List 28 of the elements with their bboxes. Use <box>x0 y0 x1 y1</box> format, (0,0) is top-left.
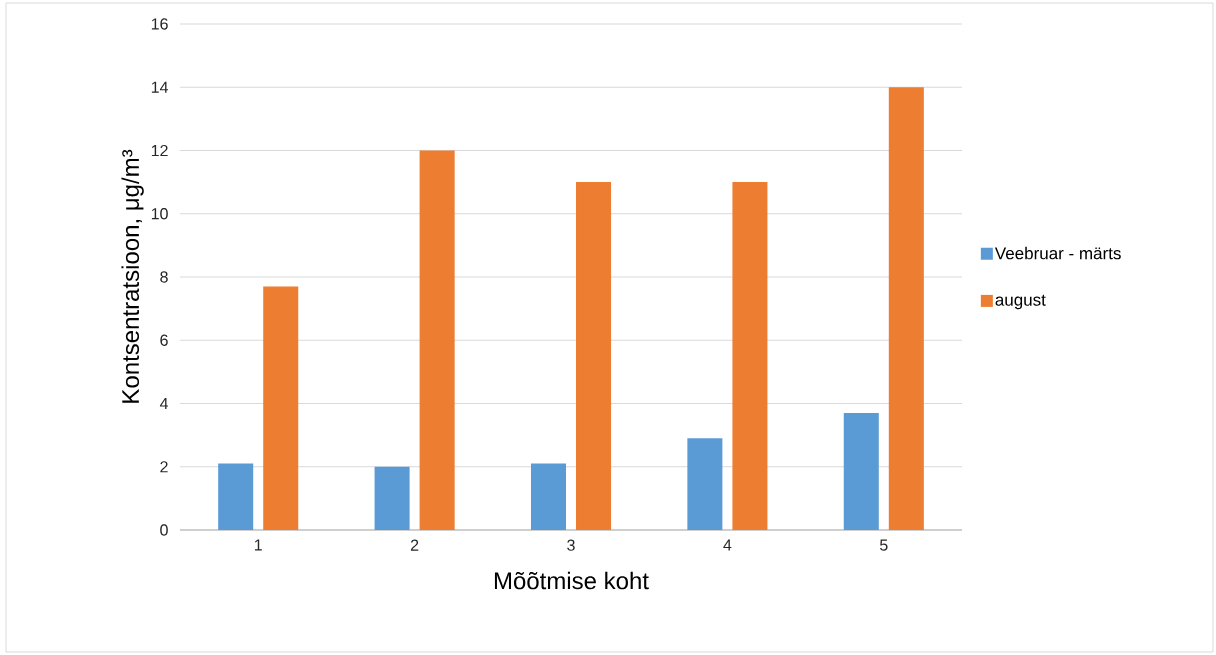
bar <box>843 412 879 530</box>
bar <box>218 463 254 530</box>
bar <box>732 182 768 530</box>
y-tick-label: 12 <box>151 144 168 157</box>
bar <box>576 182 612 530</box>
y-tick-label: 2 <box>160 461 168 473</box>
y-tick-label: 10 <box>151 208 168 220</box>
bar <box>687 438 723 530</box>
y-tick-label: 16 <box>151 18 168 30</box>
bar <box>263 286 299 530</box>
x-axis-title: Mõõtmise koht <box>494 571 649 590</box>
bar <box>374 466 410 530</box>
x-tick-label: 3 <box>567 539 575 551</box>
y-tick-label: 4 <box>159 397 168 409</box>
bar <box>530 463 566 530</box>
legend-label: august <box>995 294 1046 310</box>
x-tick-label: 2 <box>410 539 419 551</box>
y-tick-label: 6 <box>160 334 168 346</box>
y-tick-label: 0 <box>160 524 168 536</box>
x-tick-label: 1 <box>254 539 262 551</box>
y-tick-label: 14 <box>151 81 168 93</box>
x-tick-label: 4 <box>723 539 732 551</box>
bar <box>419 150 455 530</box>
bar <box>888 87 924 530</box>
y-tick-label: 8 <box>160 271 168 283</box>
y-axis-title: Kontsentratsioon, μg/m³ <box>121 149 144 403</box>
x-tick-label: 5 <box>880 539 888 551</box>
legend-label: Veebruar - märts <box>994 246 1121 260</box>
